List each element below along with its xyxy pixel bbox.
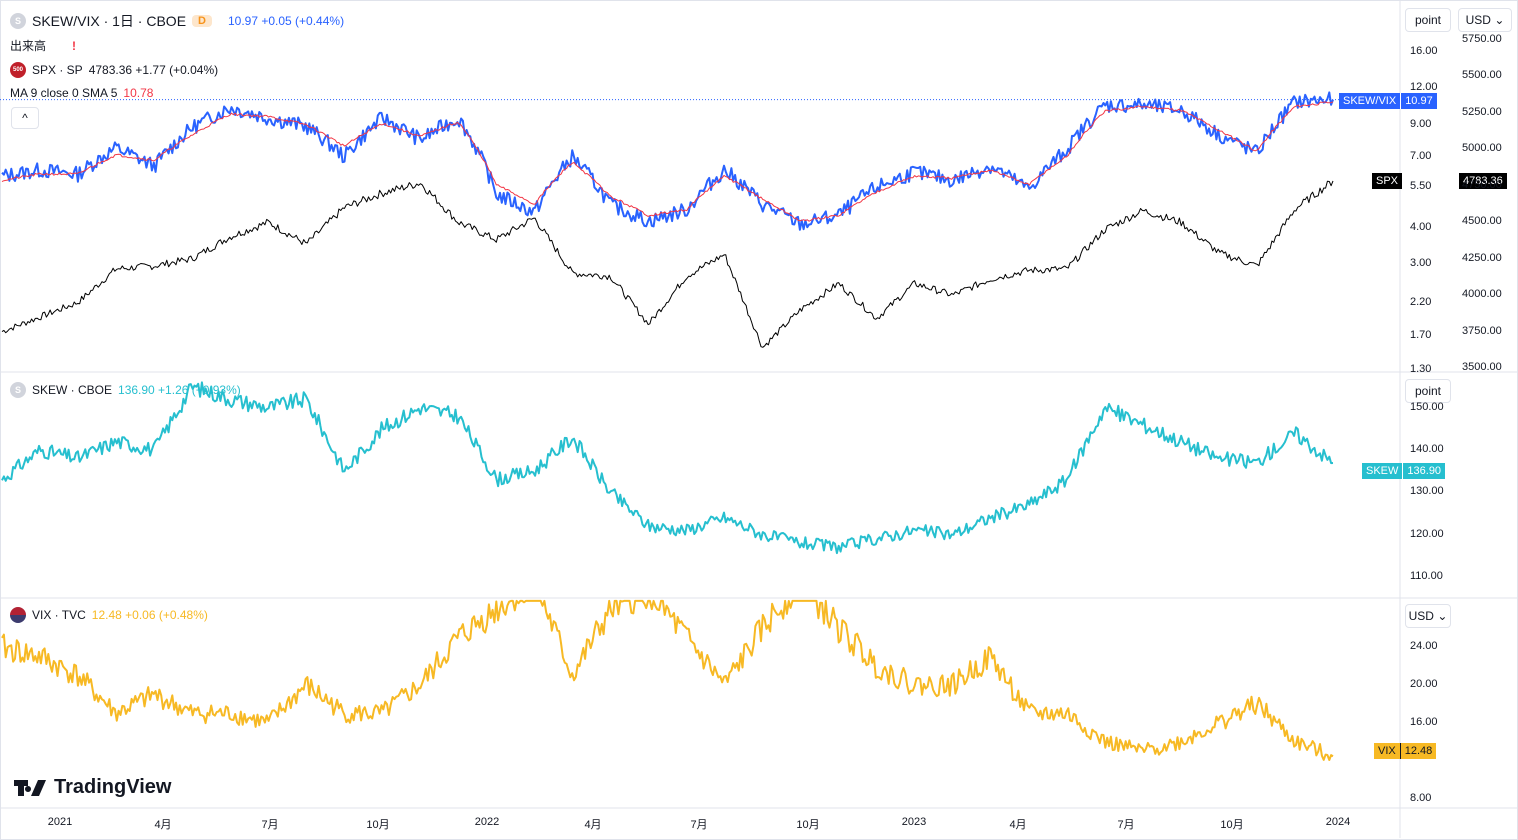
ma-series-line[interactable] [1,101,1334,222]
skewvix-series-line[interactable] [1,91,1334,231]
ratio-axis-tick: 9.00 [1410,117,1432,130]
ratio-axis-tick: 16.00 [1410,44,1438,57]
symbol-icon: S [10,13,26,29]
vix-series-line[interactable] [1,599,1334,761]
skew-axis-tick: 140.00 [1410,442,1444,455]
spx-axis-tick: 4500.00 [1462,215,1502,228]
ma-label: MA 9 close 0 SMA 5 [10,86,118,100]
currency-button-2[interactable]: USD ⌄ [1405,604,1451,628]
time-axis-label: 2023 [901,816,927,828]
symbol-title[interactable]: SKEW/VIX · 1日 · CBOE [32,13,187,29]
vix-tag-value: 12.48 [1399,743,1437,759]
vix-axis-tick: 24.00 [1410,640,1438,653]
spx-axis-tick: 3500.00 [1462,361,1502,373]
vix-legend[interactable]: VIX · TVC 12.48 +0.06 (+0.48%) [10,607,208,623]
vix-axis-tick: 16.00 [1410,715,1438,728]
skew-axis-tick: 110.00 [1410,569,1443,582]
spx-axis-tick: 3750.00 [1462,324,1502,337]
spx-axis-tick: 5750.00 [1462,33,1502,45]
time-axis-label: 2022 [474,816,500,828]
ratio-axis-tick: 1.70 [1410,328,1432,341]
ma-legend[interactable]: MA 9 close 0 SMA 5 10.78 [10,86,153,100]
vix-label: VIX · TVC [32,608,86,622]
ratio-axis-tick: 3.00 [1410,256,1432,269]
skew-symbol-icon: S [10,382,26,398]
ma-value: 10.78 [123,86,154,100]
time-axis-label: 10月 [1220,819,1244,831]
time-axis-label: 2021 [47,816,73,828]
spx-axis-tick: 5250.00 [1462,105,1502,118]
chevron-down-icon: ⌄ [1494,13,1505,27]
spx-axis-tick: 4000.00 [1462,288,1502,301]
ratio-axis-tick: 2.20 [1410,296,1432,309]
time-axis-label: 10月 [366,819,390,831]
time-axis-label: 2024 [1325,816,1351,828]
currency-button-1[interactable]: USD ⌄ [1458,8,1512,32]
time-axis-label: 7月 [690,819,708,831]
warning-icon[interactable]: ! [72,38,77,53]
main-legend[interactable]: S SKEW/VIX · 1日 · CBOE D 10.97 +0.05 (+0… [10,11,344,31]
skew-values: 136.90 +1.26 (+0.93%) [118,383,241,397]
volume-legend[interactable]: 出来高 ! [10,37,80,54]
vix-tag-name: VIX [1378,745,1396,757]
skew-tag-value: 136.90 [1402,463,1445,479]
vix-values: 12.48 +0.06 (+0.48%) [91,608,208,622]
tradingview-logo[interactable]: TradingView [14,776,171,799]
skew-axis-tick: 150.00 [1410,400,1444,413]
tradingview-logo-icon [14,779,46,796]
skewvix-tag-name: SKEW/VIX [1343,95,1397,107]
time-axis-label: 10月 [796,819,820,831]
spx-legend[interactable]: 500 SPX · SP 4783.36 +1.77 (+0.04%) [10,62,218,78]
spx-tag-value: 4783.36 [1463,175,1503,187]
main-price-change: 10.97 +0.05 (+0.44%) [227,14,345,28]
skew-price-tag: SKEW 136.90 [1362,463,1446,479]
time-axis-label: 7月 [261,819,279,831]
time-axis-label: 7月 [1117,819,1135,831]
us-flag-icon [10,607,26,623]
spx-label: SPX · SP [32,63,83,77]
spx-axis-tick: 5500.00 [1462,69,1502,82]
spx-tag-name: SPX [1376,175,1399,187]
spx-axis-tick: 4250.00 [1462,251,1502,264]
time-axis-label: 4月 [584,819,602,831]
skew-axis-tick: 120.00 [1410,527,1444,540]
time-axis-label: 4月 [1009,819,1027,831]
spx-icon: 500 [10,62,26,78]
chevron-up-icon: ^ [22,111,28,125]
delayed-badge[interactable]: D [192,15,212,27]
collapse-legend-button[interactable]: ^ [11,107,39,129]
scale-mode-button-1[interactable]: point [1405,8,1451,32]
spx-series-line[interactable] [1,180,1334,348]
skew-axis-tick: 130.00 [1410,485,1444,498]
skew-tag-name: SKEW [1366,465,1399,477]
chevron-down-icon: ⌄ [1437,609,1448,623]
ratio-axis-tick: 5.50 [1410,180,1432,193]
ratio-axis-tick: 12.00 [1410,81,1438,94]
ratio-axis-tick: 1.30 [1410,363,1432,375]
skewvix-tag-value: 10.97 [1400,93,1437,109]
currency-label-2: USD [1408,609,1434,623]
series-layer [1,91,1334,761]
skewvix-price-tag: SKEW/VIX 10.97 [1339,93,1437,109]
skew-legend[interactable]: S SKEW · CBOE 136.90 +1.26 (+0.93%) [10,382,241,398]
volume-label: 出来高 [10,39,47,53]
skew-label: SKEW · CBOE [32,383,113,397]
spx-axis-tick: 5000.00 [1462,142,1502,155]
ratio-axis-tick: 4.00 [1410,220,1432,233]
spx-price-tag: 4783.36 [1459,173,1507,189]
spx-axis-tick: 4750.00 [1462,178,1502,191]
scale-mode-button-2[interactable]: point [1405,379,1451,403]
spx-values: 4783.36 +1.77 (+0.04%) [88,63,219,77]
vix-axis-tick: 8.00 [1410,791,1432,804]
logo-text: TradingView [54,776,172,798]
skew-series-line[interactable] [1,381,1334,555]
vix-price-tag: VIX 12.48 [1374,743,1437,759]
vix-axis-tick: 20.00 [1410,678,1438,691]
currency-label-1: USD [1465,13,1491,27]
ratio-axis-tick: 7.00 [1410,149,1432,162]
spx-name-tag: SPX [1372,173,1403,189]
time-axis-label: 4月 [154,819,172,831]
